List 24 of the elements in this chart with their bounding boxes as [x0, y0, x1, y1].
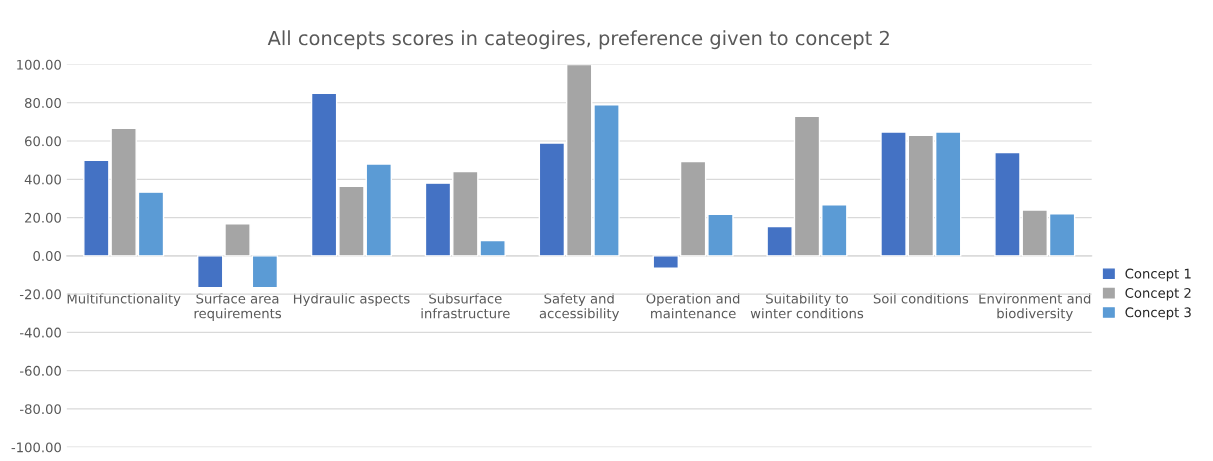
y-tick-label: 80.00 — [24, 98, 61, 108]
y-tick-label: 40.00 — [24, 174, 61, 185]
y-tick-label: -80.00 — [19, 404, 61, 415]
x-tick-label: Hydraulic aspects — [293, 293, 410, 307]
x-tick-label: Multifunctionality — [67, 293, 181, 307]
y-tick-label: -40.00 — [19, 327, 61, 338]
y-tick-label: 0.00 — [33, 251, 61, 262]
legend-label: Concept 1 — [1125, 268, 1191, 282]
x-tick-label: Soil conditions — [873, 293, 969, 304]
x-tick-label: Operation and maintenance — [646, 293, 740, 319]
y-tick-label: 60.00 — [25, 136, 61, 147]
x-tick-label: Surface area requirements — [194, 293, 282, 321]
y-tick-label: 20.00 — [25, 212, 61, 223]
chart-title: All concepts scores in cateogires, preference given to concept 2 — [267, 30, 889, 50]
y-tick-label: -100.00 — [11, 442, 61, 453]
x-tick-label: Safety and accessibility — [539, 293, 620, 321]
y-tick-label: -20.00 — [19, 289, 61, 300]
y-tick-label: 100.00 — [17, 59, 61, 70]
x-tick-label: Environment and biodiversity — [979, 293, 1091, 321]
legend-label: Concept 2 — [1125, 287, 1191, 301]
x-tick-label: Subsurface infrastructure — [421, 293, 510, 319]
y-tick-label: -60.00 — [19, 365, 61, 376]
x-tick-label: Suitability to winter conditions — [750, 293, 864, 319]
legend-label: Concept 3 — [1125, 307, 1191, 320]
